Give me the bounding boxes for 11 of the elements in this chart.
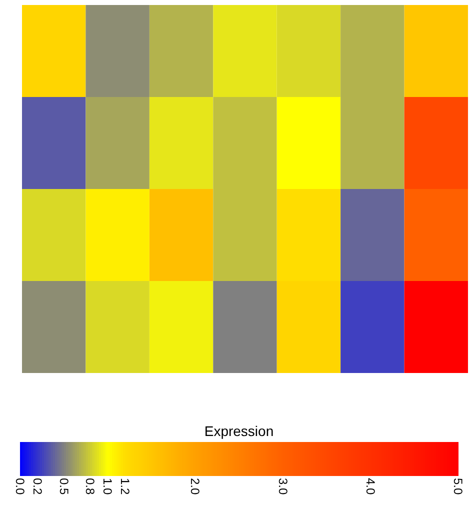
color-bar-label: 3.0 bbox=[276, 478, 290, 496]
color-bar-label: 5.0 bbox=[451, 478, 465, 496]
color-bar-label: 0.0 bbox=[13, 478, 27, 496]
color-bar-label: 1.2 bbox=[118, 478, 132, 496]
color-bar-label: 1.0 bbox=[100, 478, 115, 496]
color-bar-label: 2.0 bbox=[188, 478, 202, 496]
color-bar-title: Expression bbox=[204, 423, 274, 439]
color-bar-label: 0.8 bbox=[83, 478, 98, 496]
color-bar-label: 0.2 bbox=[30, 478, 45, 496]
color-bar-label: 4.0 bbox=[363, 478, 378, 496]
color-bar-label: 0.5 bbox=[56, 478, 71, 496]
